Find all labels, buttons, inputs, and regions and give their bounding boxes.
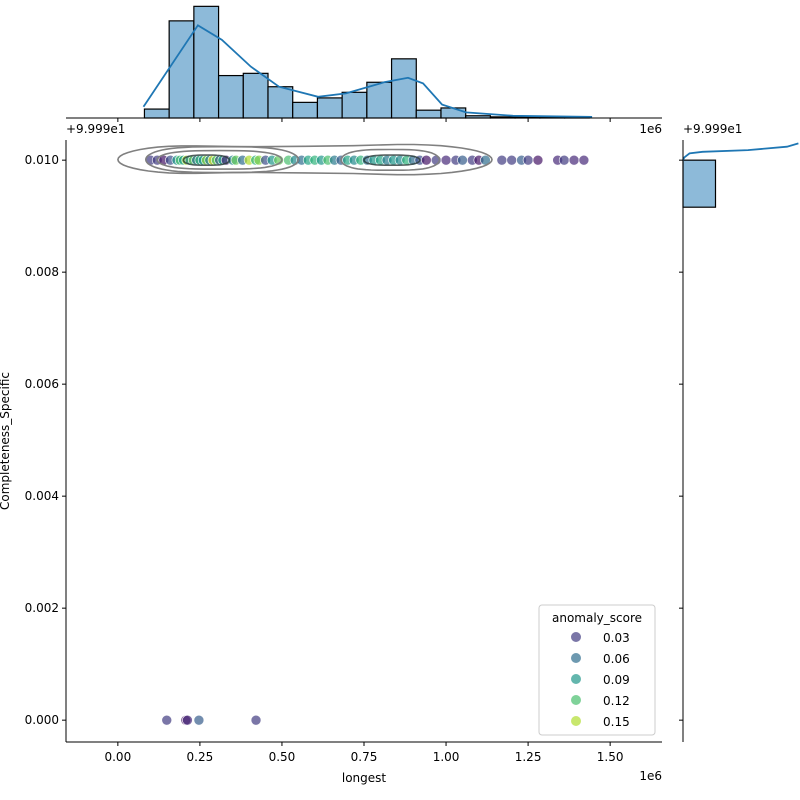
- histogram-bar: [242, 72, 269, 119]
- legend-title: anomaly_score: [552, 611, 642, 625]
- top-marginal-x-offset-text: 1e6: [639, 122, 662, 136]
- scatter-point: [558, 154, 570, 166]
- x-tick-label: 0.50: [269, 750, 296, 764]
- kde-contour: [340, 148, 441, 171]
- histogram-bar: [292, 101, 319, 119]
- x-tick-label: 0.25: [187, 750, 214, 764]
- scatter-point: [457, 154, 468, 166]
- histogram-bar: [143, 108, 170, 119]
- scatter-point: [522, 154, 534, 166]
- y-tick-label: 0.000: [25, 713, 59, 727]
- main-scatter-axes: 0.00 0.25 0.50 0.75 1.00 1.25 1.50 0.000 0.002 0.…: [25, 140, 662, 764]
- histogram-bar: [193, 5, 220, 119]
- legend-marker: [571, 716, 581, 726]
- kde-contour: [156, 149, 283, 170]
- x-tick-label: 0.00: [104, 750, 131, 764]
- y-tick-label: 0.006: [25, 377, 59, 391]
- y-axis-label: Completeness_Specific: [0, 372, 12, 510]
- scatter-point: [182, 714, 193, 726]
- histogram-bar: [390, 58, 417, 119]
- y-tick-label: 0.008: [25, 265, 59, 279]
- legend-entry-label: 0.09: [603, 673, 630, 687]
- scatter-point: [421, 154, 432, 166]
- legend-marker: [571, 695, 581, 705]
- kde-line: [142, 24, 593, 118]
- legend-frame: [538, 604, 656, 736]
- legend-marker: [571, 674, 581, 684]
- x-tick-label: 1.50: [597, 750, 624, 764]
- right-marginal-histogram: [679, 140, 799, 742]
- histogram-bar: [316, 97, 343, 119]
- scatter-point: [506, 154, 517, 166]
- histogram-bar: [415, 109, 442, 119]
- scatter-point: [193, 714, 205, 726]
- x-axis-label: longest: [342, 771, 387, 785]
- kde-contour: [117, 143, 493, 176]
- scatter-point: [250, 714, 262, 726]
- top-marginal-histogram: [66, 5, 662, 122]
- legend-entry-label: 0.06: [603, 652, 630, 666]
- main-y-offset-text: +9.999e1: [66, 122, 125, 136]
- kde-line: [682, 142, 799, 161]
- x-offset-text: 1e6: [639, 769, 662, 783]
- scatter-point: [161, 714, 173, 726]
- legend-entry-label: 0.03: [603, 631, 630, 645]
- y-tick-label: 0.004: [25, 489, 59, 503]
- scatter-point: [496, 154, 508, 166]
- kde-contour: [182, 154, 231, 166]
- scatter-point: [440, 154, 452, 166]
- scatter-point: [578, 154, 590, 166]
- legend-entry-label: 0.12: [603, 694, 630, 708]
- legend-entry-label: 0.15: [603, 715, 630, 729]
- x-tick-label: 1.00: [433, 750, 460, 764]
- histogram-bar: [440, 107, 467, 119]
- legend-marker: [571, 653, 581, 663]
- y-tick-label: 0.002: [25, 601, 59, 615]
- histogram-bar: [217, 74, 244, 119]
- right-marginal-offset-text: +9.999e1: [683, 122, 742, 136]
- histogram-bar: [366, 81, 393, 119]
- histogram-bar: [682, 159, 717, 208]
- kde-contour: [363, 154, 421, 166]
- kde-contour: [144, 145, 300, 174]
- histogram-bar: [341, 91, 368, 119]
- scatter-point: [568, 154, 580, 166]
- histogram-bar: [267, 86, 294, 119]
- legend: anomaly_score 0.03 0.06 0.09 0.12 0.15: [538, 604, 656, 736]
- x-tick-label: 0.75: [351, 750, 378, 764]
- y-tick-label: 0.010: [25, 153, 59, 167]
- legend-marker: [571, 632, 581, 642]
- scatter-point: [532, 154, 544, 166]
- x-tick-label: 1.25: [515, 750, 542, 764]
